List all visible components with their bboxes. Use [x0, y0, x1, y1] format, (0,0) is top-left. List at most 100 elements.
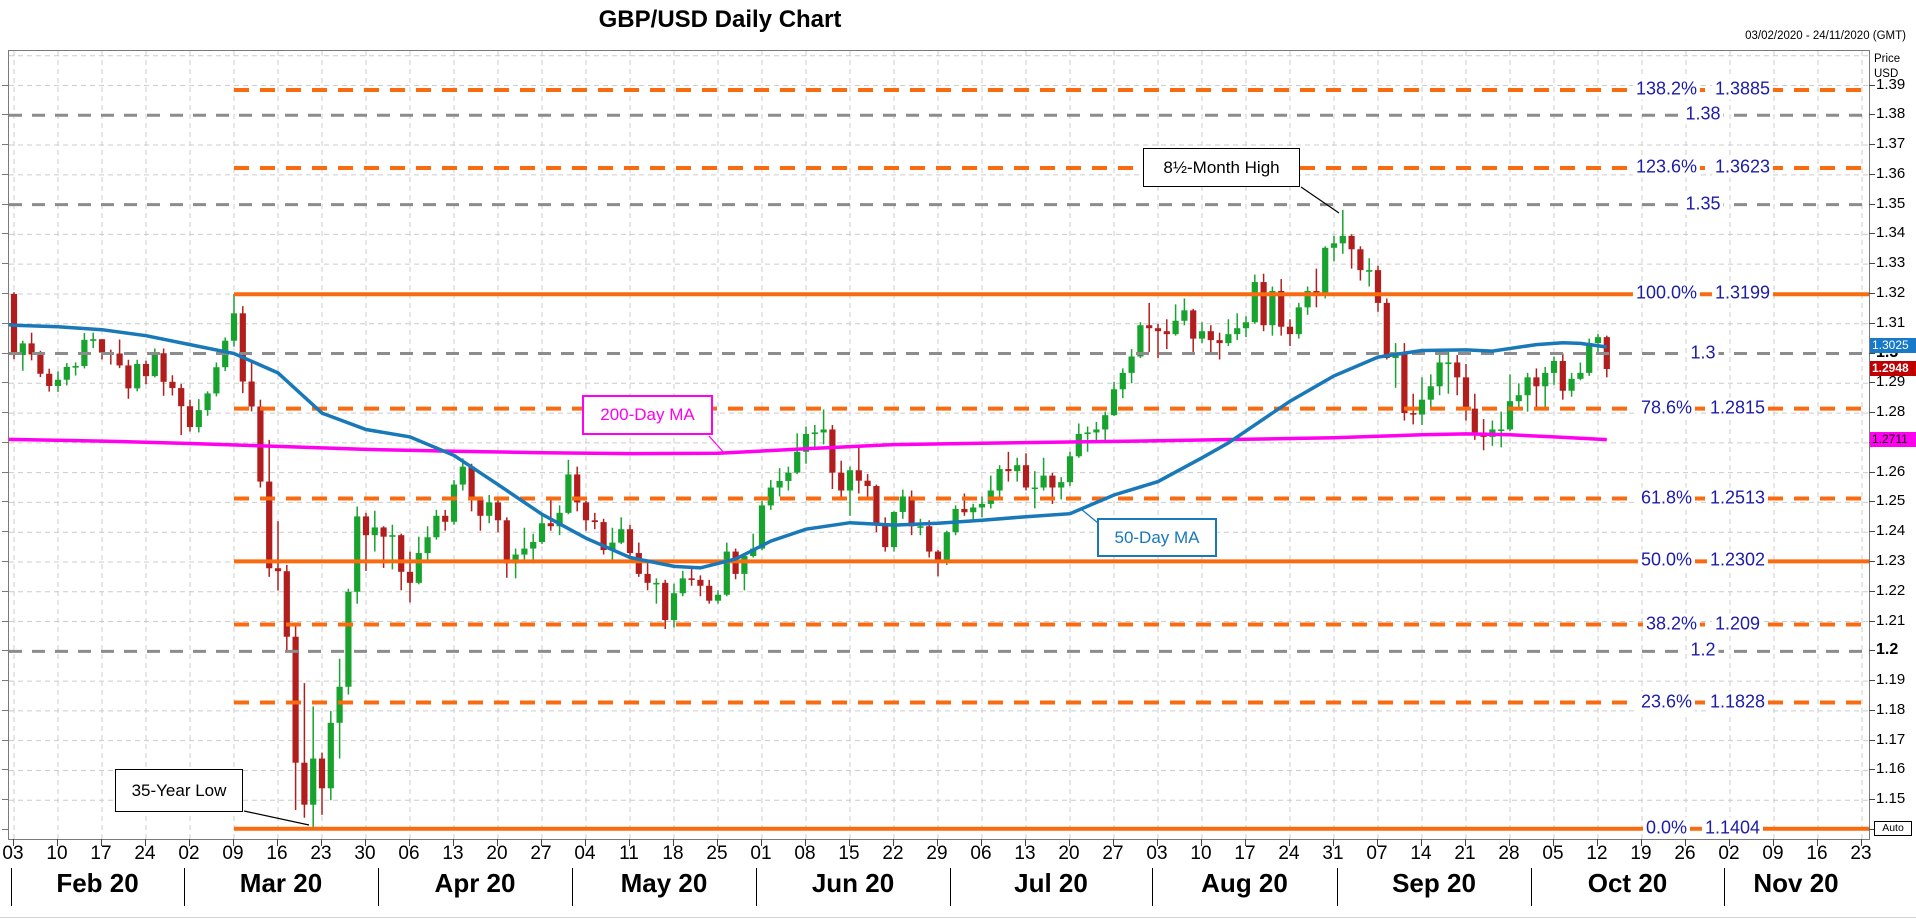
date-range-label: 03/02/2020 - 24/11/2020 (GMT) — [1745, 30, 1906, 42]
candle-body — [521, 548, 528, 555]
candle-body — [864, 480, 871, 487]
x-axis-tick — [321, 839, 322, 846]
fib-price: 1.1828 — [1706, 691, 1769, 713]
candle-body — [767, 487, 774, 506]
y-axis-tick-left — [2, 144, 8, 146]
candle-body — [1550, 360, 1558, 373]
fib-pct: 50.0% — [1637, 549, 1695, 571]
x-axis-tick — [761, 839, 762, 846]
candle-body — [662, 582, 669, 621]
y-axis-label: 1.33 — [1876, 254, 1906, 272]
x-axis-tick — [1025, 839, 1026, 846]
month-label: Sep 20 — [1392, 868, 1476, 898]
candle-body — [28, 343, 35, 355]
y-axis-tick-left — [2, 680, 8, 682]
candle-body — [1524, 377, 1531, 396]
fib-price: 1.2513 — [1706, 487, 1769, 509]
x-axis-day-label: 23 — [310, 843, 332, 864]
candle-body — [1040, 475, 1047, 488]
candlestick-chart — [9, 51, 1869, 839]
candle-body — [1198, 331, 1206, 339]
fib-pct: 61.8% — [1637, 487, 1695, 509]
x-axis-day-label: 16 — [266, 843, 288, 864]
candle-body — [195, 410, 202, 428]
candle-body — [178, 388, 185, 407]
x-axis-tick — [585, 839, 586, 846]
fib-price: 1.3623 — [1712, 156, 1774, 178]
candle-body — [1163, 331, 1170, 335]
y-axis-tick-left — [2, 650, 8, 652]
candle-body — [574, 474, 581, 503]
fib-price: 1.3199 — [1712, 282, 1774, 304]
fib-price: 1.2815 — [1706, 397, 1769, 419]
fib-pct: 138.2% — [1632, 78, 1700, 100]
y-axis-tick-left — [2, 739, 8, 741]
plot-area — [8, 50, 1870, 840]
candle-body — [723, 551, 730, 595]
candle-body — [477, 499, 484, 516]
callout-50-day-ma: 50-Day MA — [1097, 518, 1217, 557]
x-axis-day-label: 29 — [926, 843, 948, 864]
fib-level-label: 61.8% 1.2513 — [1637, 487, 1769, 509]
y-axis-tick-left — [2, 382, 8, 384]
month-separator — [11, 868, 12, 906]
fib-price: 1.3885 — [1712, 78, 1774, 100]
x-axis-tick — [277, 839, 278, 846]
candle-body — [1401, 353, 1408, 414]
y-axis-tick-left — [2, 501, 8, 503]
month-separator — [1724, 868, 1725, 906]
x-axis-day-label: 22 — [882, 843, 904, 864]
x-axis-day-label: 26 — [1674, 843, 1696, 864]
candle-body — [996, 469, 1003, 491]
auto-scale-button[interactable]: Auto — [1874, 820, 1912, 836]
candle-body — [98, 339, 106, 353]
candlestick-series — [10, 209, 1610, 829]
y-axis-label: 1.39 — [1876, 75, 1906, 93]
candle-body — [1260, 282, 1267, 326]
callout-pointers — [243, 186, 1340, 826]
candle-body — [142, 363, 150, 377]
month-label: Jul 20 — [1014, 868, 1088, 898]
month-label: Feb 20 — [56, 868, 139, 898]
candle-body — [283, 571, 290, 637]
candle-body — [679, 578, 686, 594]
candle-body — [292, 636, 299, 763]
chart-title: GBP/USD Daily Chart — [598, 6, 842, 33]
x-axis-tick — [1685, 839, 1686, 846]
x-axis-tick — [1245, 839, 1246, 846]
candle-body — [1242, 322, 1250, 329]
fibonacci-levels — [234, 87, 1869, 831]
ma-200-line — [9, 432, 1607, 456]
month-separator — [1531, 868, 1532, 906]
candle-body — [1066, 456, 1074, 483]
x-axis-day-label: 18 — [662, 843, 684, 864]
candle-body — [134, 363, 141, 389]
x-axis-tick — [937, 839, 938, 846]
x-axis-tick — [541, 839, 542, 846]
candle-body — [1207, 331, 1214, 341]
candle-body — [1014, 465, 1021, 472]
candle-body — [538, 523, 546, 543]
candle-body — [961, 508, 968, 513]
candle-body — [327, 722, 334, 789]
candle-body — [1269, 290, 1276, 326]
callout-text: 200-Day MA — [600, 405, 695, 424]
y-axis-label: 1.25 — [1876, 492, 1906, 510]
candle-body — [970, 507, 977, 513]
candle-body — [1506, 401, 1514, 430]
y-axis-label: 1.32 — [1876, 283, 1906, 301]
x-axis-day-label: 13 — [442, 843, 464, 864]
candle-body — [46, 373, 53, 386]
fib-pct: 78.6% — [1637, 397, 1695, 419]
y-axis-label: 1.17 — [1876, 730, 1906, 748]
candle-body — [1339, 235, 1346, 244]
x-axis-tick — [981, 839, 982, 846]
y-axis-tick-left — [2, 471, 8, 473]
candle-body — [591, 520, 598, 523]
x-axis-day-label: 23 — [1850, 843, 1872, 864]
x-axis-day-label: 27 — [530, 843, 552, 864]
x-axis-day-label: 30 — [354, 843, 376, 864]
candle-body — [389, 535, 396, 537]
y-axis-tick — [1869, 471, 1875, 473]
